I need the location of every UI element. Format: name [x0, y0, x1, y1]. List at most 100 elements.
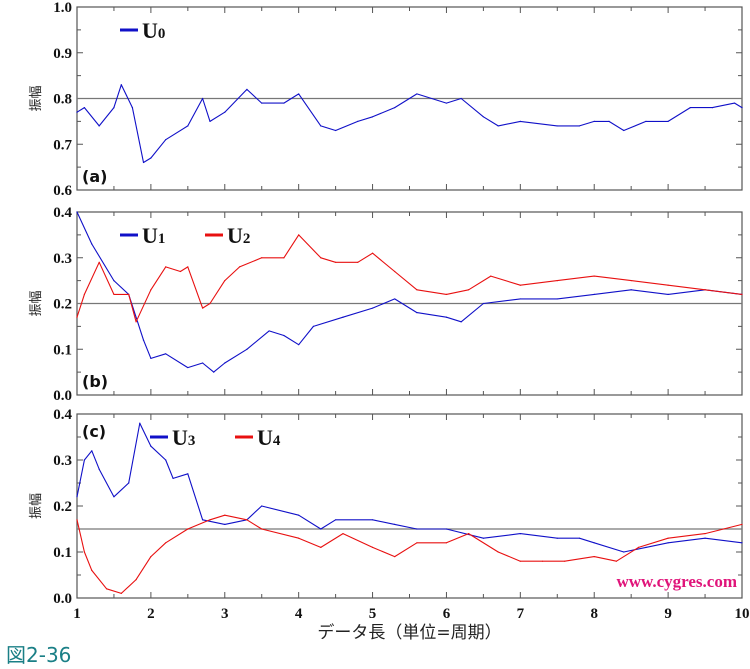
- data-point-u3: [172, 477, 174, 479]
- data-point-u1: [165, 353, 167, 355]
- data-point-u3: [623, 551, 625, 553]
- data-point-u2: [667, 284, 669, 286]
- data-point-u3: [298, 514, 300, 516]
- panel-label: (a): [82, 167, 107, 186]
- data-point-u3: [394, 523, 396, 526]
- y-axis-label: 振幅: [29, 290, 44, 316]
- data-point-u1: [667, 293, 669, 295]
- x-tick-label: 3: [221, 606, 229, 622]
- data-point-u1: [371, 307, 374, 309]
- data-point-u3: [83, 459, 85, 461]
- data-point-u1: [91, 243, 93, 245]
- data-point-u4: [416, 542, 418, 544]
- data-point-u0: [165, 139, 167, 141]
- data-point-u2: [209, 302, 211, 305]
- data-point-u3: [593, 542, 595, 544]
- series-line-u0: [76, 84, 743, 164]
- data-point-u3: [202, 519, 204, 521]
- data-point-u4: [76, 519, 78, 521]
- y-tick-label: 0.6: [53, 183, 72, 199]
- data-point-u4: [224, 514, 226, 516]
- data-point-u4: [165, 542, 167, 544]
- data-point-u2: [261, 257, 263, 259]
- legend-subscript: 2: [243, 231, 251, 247]
- x-tick-label: 6: [443, 606, 451, 622]
- data-point-u2: [741, 293, 743, 295]
- data-point-u4: [105, 588, 108, 590]
- data-point-u0: [394, 107, 396, 109]
- y-axis-label: 振幅: [29, 85, 44, 111]
- data-point-u0: [224, 111, 226, 113]
- data-point-u0: [556, 125, 558, 127]
- legend-label: U1: [142, 223, 165, 248]
- panel-a: 0.6 0.7 0.8 0.9 1.0 振幅 U0 (a): [29, 0, 743, 199]
- data-point-u0: [608, 120, 610, 122]
- data-point-u4: [394, 556, 396, 558]
- y-tick-label: 1.0: [53, 0, 72, 16]
- data-point-u0: [667, 120, 669, 122]
- legend-label: U2: [227, 223, 250, 248]
- data-point-u0: [131, 107, 134, 109]
- data-point-u0: [711, 107, 714, 109]
- data-point-u2: [128, 293, 130, 295]
- data-point-u2: [76, 316, 78, 318]
- data-point-u0: [335, 129, 337, 132]
- x-axis-label: データ長（単位=周期）: [317, 622, 501, 643]
- data-point-u2: [519, 284, 521, 286]
- data-point-u2: [630, 280, 632, 282]
- data-point-u0: [460, 97, 462, 100]
- data-point-u0: [98, 125, 100, 127]
- data-point-u2: [224, 280, 226, 282]
- data-point-u0: [445, 102, 448, 104]
- data-point-u3: [741, 542, 743, 544]
- data-point-u0: [142, 161, 145, 164]
- x-tick-label: 4: [295, 606, 303, 622]
- data-point-u3: [645, 546, 647, 549]
- data-point-u4: [371, 546, 374, 549]
- data-point-u4: [150, 556, 152, 558]
- data-point-u1: [213, 371, 215, 373]
- data-point-u1: [416, 312, 418, 314]
- y-axis-label: 振幅: [29, 493, 44, 519]
- data-point-u4: [741, 523, 743, 526]
- data-point-u2: [113, 293, 115, 295]
- data-point-u0: [83, 107, 85, 109]
- watermark: www.cygres.com: [616, 572, 737, 591]
- data-point-u4: [209, 519, 211, 521]
- data-point-u2: [357, 261, 359, 263]
- legend-label: U0: [142, 18, 165, 43]
- data-point-u1: [76, 211, 78, 213]
- data-point-u4: [468, 533, 470, 535]
- y-tick-label: 0.9: [53, 46, 72, 62]
- data-point-u3: [261, 505, 263, 507]
- x-tick-label: 1: [73, 606, 81, 622]
- series-line-u3: [76, 422, 743, 553]
- data-point-u3: [320, 528, 322, 530]
- data-point-u0: [734, 102, 736, 104]
- y-tick-label: 0.4: [53, 205, 72, 221]
- data-point-u0: [371, 116, 374, 118]
- data-point-u4: [320, 546, 322, 549]
- data-point-u0: [593, 120, 595, 122]
- data-point-u3: [667, 542, 669, 544]
- data-point-u1: [283, 334, 285, 337]
- data-point-u2: [468, 289, 470, 291]
- data-point-u0: [689, 107, 691, 109]
- panel-label: (c): [82, 422, 106, 441]
- data-point-u3: [91, 450, 93, 452]
- data-point-u4: [615, 560, 617, 562]
- data-point-u0: [519, 120, 521, 122]
- y-tick-label: 0.7: [53, 137, 72, 153]
- data-point-u4: [246, 519, 248, 521]
- panel-label: (b): [82, 372, 108, 391]
- data-point-u2: [165, 266, 167, 268]
- data-point-u4: [261, 528, 263, 530]
- data-point-u3: [128, 482, 130, 484]
- y-tick-label: 0.1: [53, 342, 72, 358]
- data-point-u2: [83, 293, 85, 295]
- data-point-u0: [76, 111, 78, 113]
- y-tick-label: 0.2: [53, 297, 72, 313]
- data-point-u3: [224, 523, 226, 526]
- data-point-u0: [150, 157, 152, 159]
- data-point-u2: [320, 257, 322, 259]
